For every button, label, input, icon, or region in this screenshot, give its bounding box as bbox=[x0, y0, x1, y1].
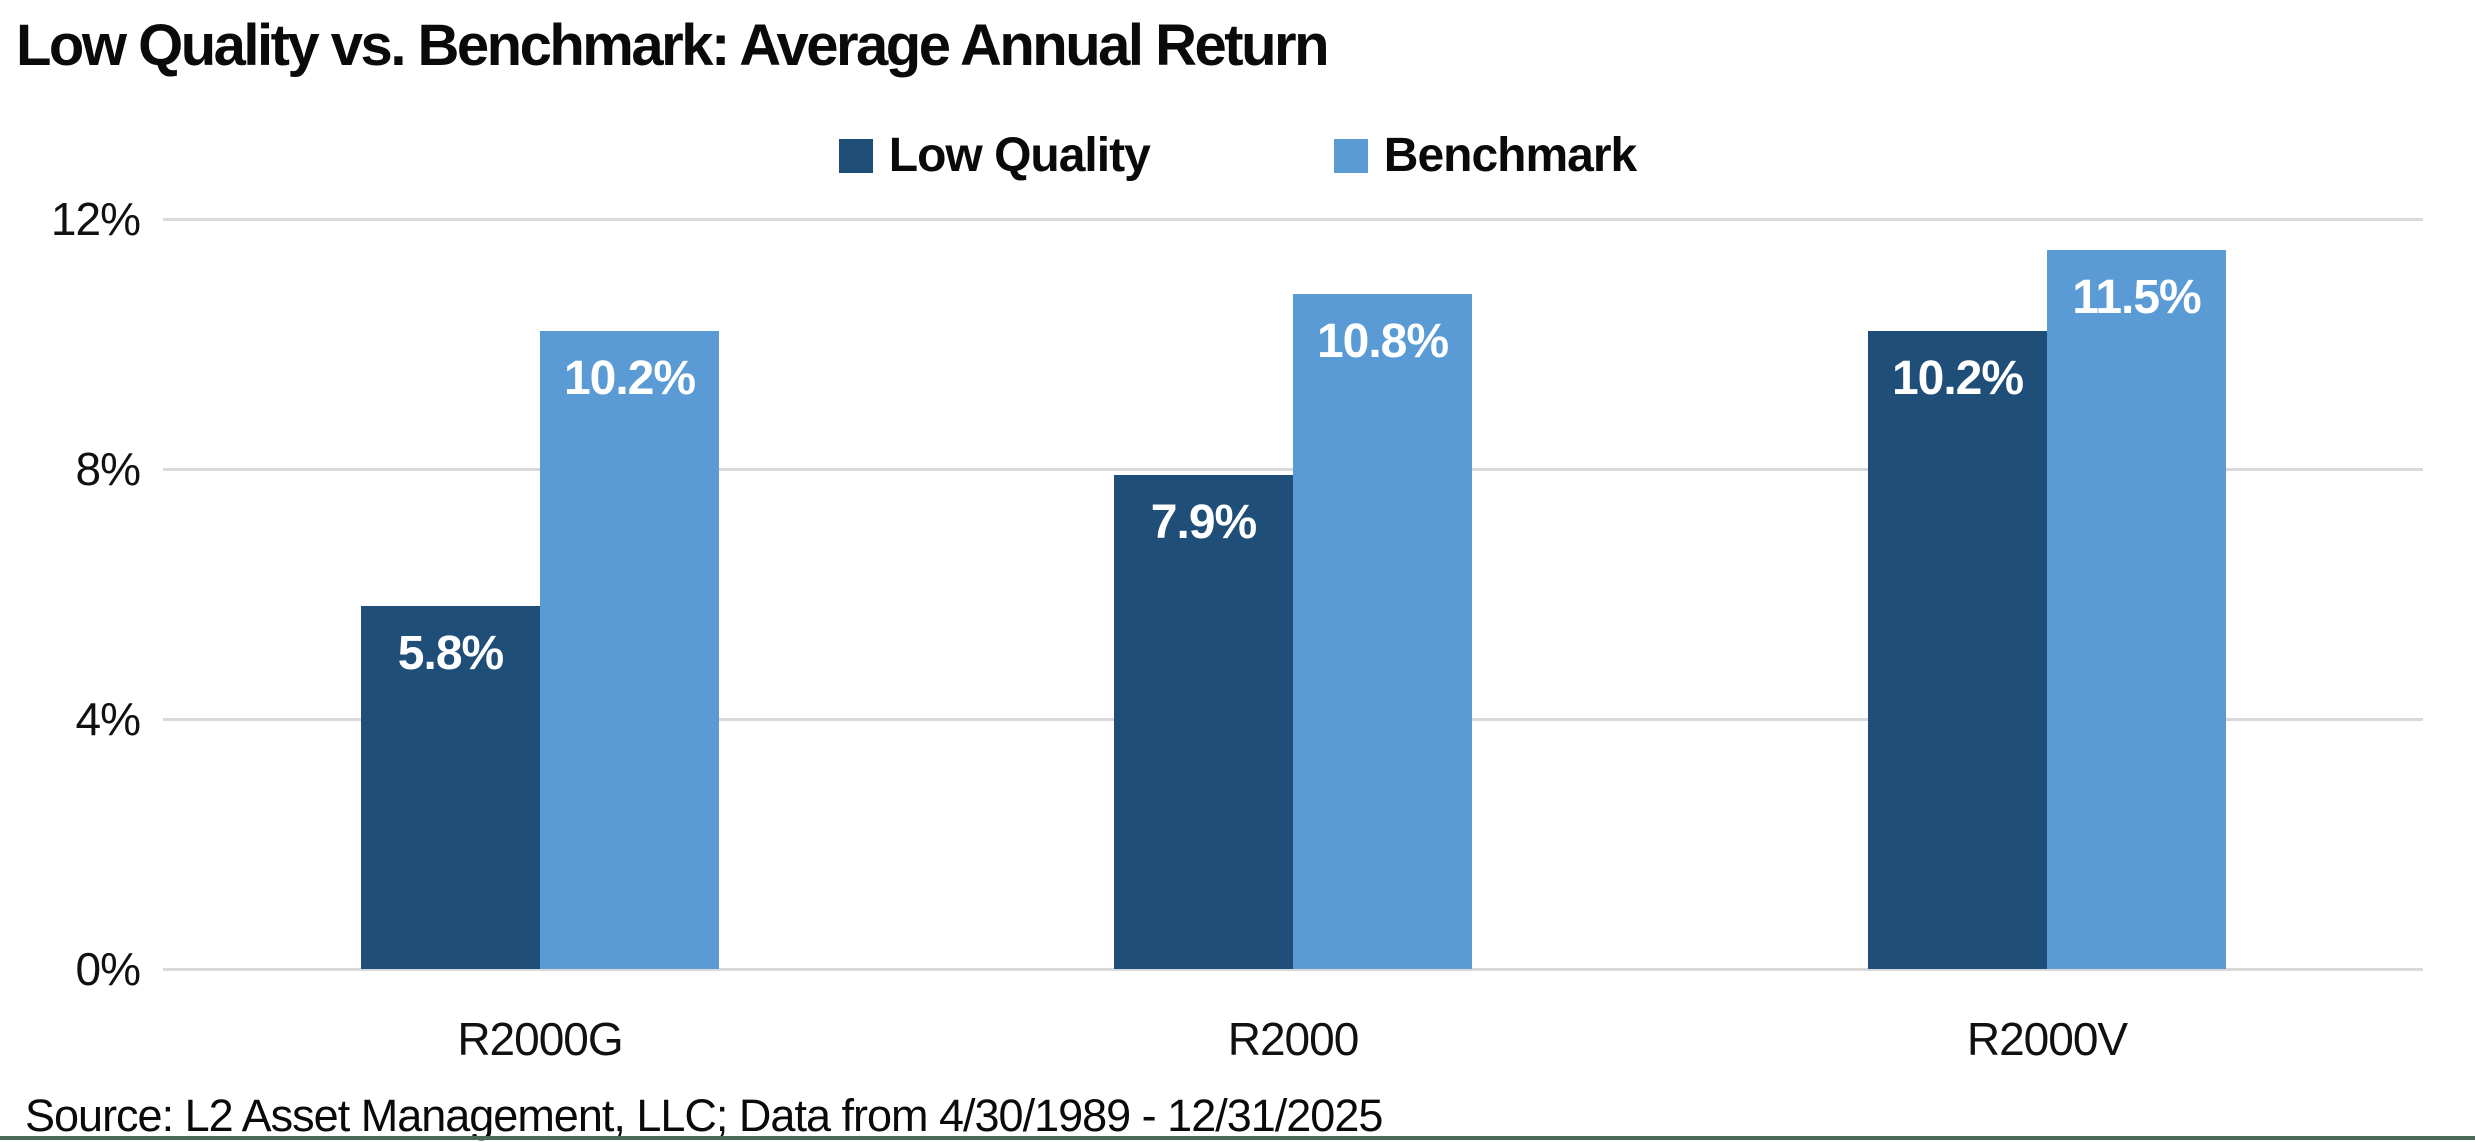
bar-benchmark-r2000: 10.8% bbox=[1293, 294, 1472, 969]
gridline-12- bbox=[163, 218, 2423, 221]
bar-low-quality-r2000g: 5.8% bbox=[361, 606, 540, 969]
bar-benchmark-r2000v: 11.5% bbox=[2047, 250, 2226, 969]
bar-low-quality-r2000: 7.9% bbox=[1114, 475, 1293, 969]
legend-label: Benchmark bbox=[1383, 129, 1637, 182]
y-tick-label: 8% bbox=[75, 443, 141, 495]
legend-label: Low Quality bbox=[888, 129, 1151, 182]
legend-marker-icon bbox=[838, 138, 873, 173]
footer-rule bbox=[0, 1136, 2475, 1140]
source-note: Source: L2 Asset Management, LLC; Data f… bbox=[25, 1090, 1383, 1141]
bar-low-quality-r2000v: 10.2% bbox=[1868, 331, 2047, 969]
plot-area: 12% 8% 4% 0% 5.8% 10.2% 7.9% 10.8% 10.2% 11.5% bbox=[51, 193, 2423, 995]
legend-item-low-quality: Low Quality bbox=[838, 128, 1151, 183]
bar-value-label: 10.2% bbox=[1891, 352, 2024, 405]
y-tick-label: 12% bbox=[50, 193, 141, 245]
x-axis-label-r2000: R2000 bbox=[1227, 1013, 1360, 1065]
x-axis-label-r2000g: R2000G bbox=[457, 1013, 623, 1065]
legend-item-benchmark: Benchmark bbox=[1333, 128, 1637, 183]
bar-value-label: 11.5% bbox=[2072, 271, 2201, 324]
bar-value-label: 5.8% bbox=[397, 627, 504, 680]
chart-title: Low Quality vs. Benchmark: Average Annua… bbox=[16, 13, 1330, 78]
legend: Low Quality Benchmark bbox=[0, 128, 2475, 183]
bar-benchmark-r2000g: 10.2% bbox=[540, 331, 719, 969]
bar-value-label: 10.2% bbox=[563, 352, 696, 405]
bar-value-label: 7.9% bbox=[1150, 496, 1257, 549]
y-tick-label: 0% bbox=[75, 943, 141, 995]
gridline-0- bbox=[163, 968, 2423, 971]
y-tick-label: 4% bbox=[75, 693, 141, 745]
legend-marker-icon bbox=[1333, 138, 1368, 173]
x-axis-label-r2000v: R2000V bbox=[1966, 1013, 2128, 1065]
bar-value-label: 10.8% bbox=[1316, 315, 1449, 368]
